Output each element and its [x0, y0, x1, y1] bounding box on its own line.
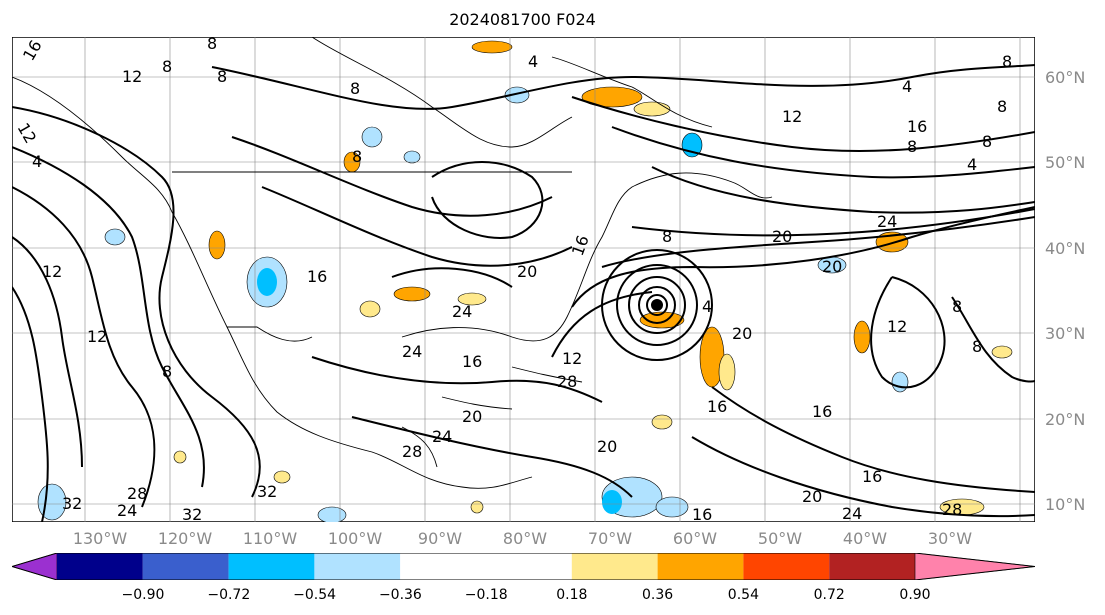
- colorbar-tick-label: −0.18: [464, 587, 508, 603]
- colorbar-tick-label: 0.36: [642, 587, 674, 603]
- contour-label: 16: [692, 505, 712, 522]
- contour-label: 16: [462, 352, 482, 371]
- colorbar-segment: [12, 553, 58, 580]
- contour-label: 4: [967, 155, 977, 174]
- contour-label: 24: [877, 212, 897, 231]
- colorbar-segment: [142, 553, 229, 580]
- contour-label: 16: [307, 267, 327, 286]
- lon-label: 50°W: [757, 529, 803, 548]
- contour-label: 24: [452, 302, 472, 321]
- contour-label: 12: [42, 262, 62, 281]
- contour-label: 4: [702, 297, 712, 316]
- contour-label: 12: [562, 349, 582, 368]
- lat-label: 40°N: [1045, 239, 1086, 258]
- colorbar-tick-label: 0.72: [813, 587, 845, 603]
- colorbar-segment: [743, 553, 830, 580]
- contour-label: 20: [802, 487, 822, 506]
- contour-label: 4: [528, 52, 538, 71]
- lon-label: 30°W: [927, 529, 973, 548]
- lon-label: 120°W: [157, 529, 213, 548]
- contour-label: 24: [402, 342, 422, 361]
- lon-label: 110°W: [242, 529, 298, 548]
- graticule: [12, 37, 1035, 522]
- lat-label: 20°N: [1045, 410, 1086, 429]
- contour-label: 8: [162, 57, 172, 76]
- coastlines: [12, 37, 773, 489]
- contour-label: 8: [352, 147, 362, 166]
- contour-label: 24: [432, 427, 452, 446]
- contour-label: 8: [997, 97, 1007, 116]
- contour-label: 20: [517, 262, 537, 281]
- colorbar-segment: [829, 553, 915, 580]
- colorbar-segment: [57, 553, 143, 580]
- lat-label: 10°N: [1045, 495, 1086, 514]
- contour-label: 28: [557, 372, 577, 391]
- shading-layer: [37, 40, 1013, 522]
- lon-label: 90°W: [417, 529, 463, 548]
- contour-label: 12: [782, 107, 802, 126]
- colorbar-tick-label: −0.54: [293, 587, 337, 603]
- contour-label: 12: [887, 317, 907, 336]
- colorbar-segment: [228, 553, 315, 580]
- contour-label: 24: [117, 501, 137, 520]
- contour-label: 8: [952, 297, 962, 316]
- contour-label: 16: [907, 117, 927, 136]
- colorbar-tick-label: −0.72: [207, 587, 251, 603]
- contour-label: 4: [32, 152, 42, 171]
- colorbar-segment: [314, 553, 401, 580]
- lon-label: 80°W: [502, 529, 548, 548]
- lat-label: 50°N: [1045, 153, 1086, 172]
- contour-label: 12: [87, 327, 107, 346]
- contour-label: 4: [902, 77, 912, 96]
- colorbar-segment: [657, 553, 744, 580]
- contour-label: 16: [862, 467, 882, 486]
- contour-label: 8: [972, 337, 982, 356]
- colorbar: [12, 553, 1035, 580]
- contour-label: 8: [217, 67, 227, 86]
- contour-label: 8: [162, 362, 172, 381]
- contour-label: 20: [597, 437, 617, 456]
- lon-label: 40°W: [842, 529, 888, 548]
- colorbar-tick-label: 0.54: [727, 587, 759, 603]
- contour-lines: [12, 64, 1035, 522]
- contour-label: 20: [732, 324, 752, 343]
- contour-label: 8: [982, 132, 992, 151]
- contour-label: 8: [907, 137, 917, 156]
- lat-label: 60°N: [1045, 68, 1086, 87]
- lat-label: 30°N: [1045, 324, 1086, 343]
- contour-label: 20: [462, 407, 482, 426]
- lon-label: 60°W: [672, 529, 718, 548]
- hurricane-vortex: [601, 249, 713, 361]
- contour-label: 20: [822, 257, 842, 276]
- contour-label: 16: [812, 402, 832, 421]
- map-title: 2024081700 F024: [449, 10, 596, 29]
- contour-label: 32: [182, 505, 202, 522]
- contour-label: 28: [942, 500, 962, 519]
- contour-label: 12: [122, 67, 142, 86]
- lon-label: 70°W: [587, 529, 633, 548]
- contour-label: 28: [127, 484, 147, 503]
- contour-label: 24: [842, 504, 862, 522]
- lon-label: 100°W: [327, 529, 383, 548]
- colorbar-segment: [571, 553, 658, 580]
- map-panel: 16 8 12 8 8 8 12 4 12 12 8 16 8 4 20 16 …: [12, 37, 1035, 522]
- contour-label: 32: [62, 494, 82, 513]
- colorbar-tick-label: 0.18: [556, 587, 588, 603]
- colorbar-tick-label: 0.90: [899, 587, 931, 603]
- contour-label: 28: [402, 442, 422, 461]
- colorbar-tick-label: −0.90: [121, 587, 165, 603]
- colorbar-tick-label: −0.36: [378, 587, 422, 603]
- contour-label: 20: [772, 227, 792, 246]
- contour-label: 32: [257, 482, 277, 501]
- contour-label: 8: [662, 227, 672, 246]
- lon-label: 130°W: [72, 529, 128, 548]
- contour-label: 16: [707, 397, 727, 416]
- colorbar-segment: [400, 553, 572, 580]
- contour-label: 8: [350, 79, 360, 98]
- contour-label: 8: [1002, 52, 1012, 71]
- contour-label: 8: [207, 37, 217, 53]
- colorbar-segment: [914, 553, 1035, 580]
